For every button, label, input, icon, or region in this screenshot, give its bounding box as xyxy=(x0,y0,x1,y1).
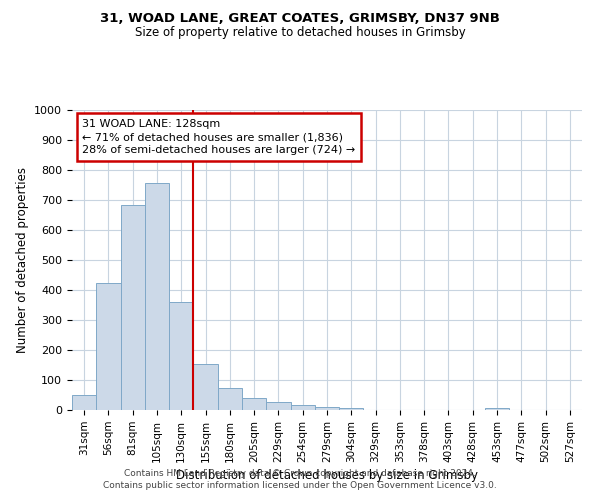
Text: Contains HM Land Registry data © Crown copyright and database right 2024.: Contains HM Land Registry data © Crown c… xyxy=(124,468,476,477)
Bar xyxy=(121,204,145,410)
Bar xyxy=(96,282,121,410)
Bar xyxy=(315,407,339,410)
Text: 31, WOAD LANE, GREAT COATES, GRIMSBY, DN37 9NB: 31, WOAD LANE, GREAT COATES, GRIMSBY, DN… xyxy=(100,12,500,26)
Y-axis label: Number of detached properties: Number of detached properties xyxy=(16,167,29,353)
Bar xyxy=(242,398,266,410)
Text: Size of property relative to detached houses in Grimsby: Size of property relative to detached ho… xyxy=(134,26,466,39)
Text: 31 WOAD LANE: 128sqm
← 71% of detached houses are smaller (1,836)
28% of semi-de: 31 WOAD LANE: 128sqm ← 71% of detached h… xyxy=(82,119,355,156)
Text: Contains public sector information licensed under the Open Government Licence v3: Contains public sector information licen… xyxy=(103,481,497,490)
Bar xyxy=(169,302,193,410)
Bar xyxy=(485,408,509,410)
X-axis label: Distribution of detached houses by size in Grimsby: Distribution of detached houses by size … xyxy=(176,469,478,482)
Bar xyxy=(290,404,315,410)
Bar xyxy=(72,395,96,410)
Bar xyxy=(145,183,169,410)
Bar xyxy=(218,388,242,410)
Bar xyxy=(266,402,290,410)
Bar xyxy=(339,408,364,410)
Bar xyxy=(193,364,218,410)
